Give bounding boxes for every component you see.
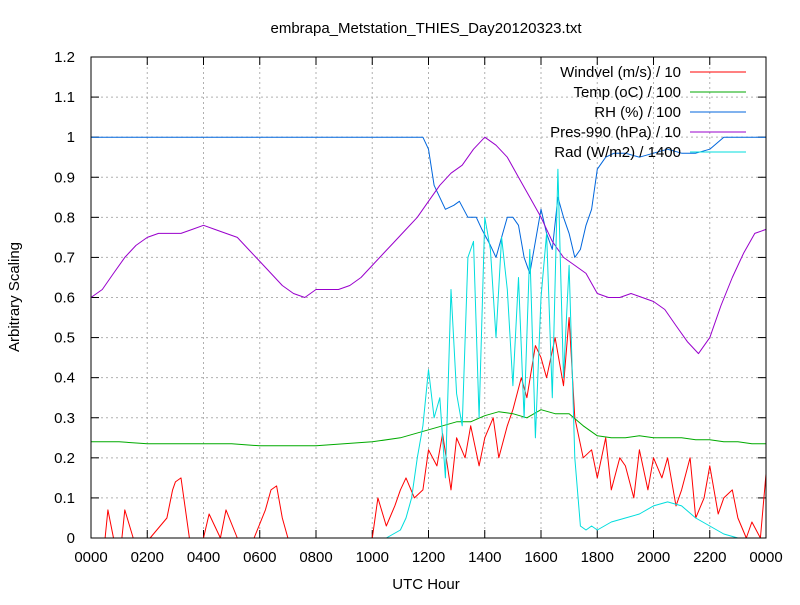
x-tick-label: 1400 bbox=[468, 549, 501, 566]
y-tick-label: 0 bbox=[67, 530, 75, 547]
y-tick-label: 0.5 bbox=[54, 330, 75, 347]
x-tick-label: 0800 bbox=[299, 549, 332, 566]
series-line bbox=[91, 409, 766, 447]
axis-ticks: 0 0.1 0.2 0.3 0.4 0.5 0.6 0.7 0.8 0.9 1 1.1 1.2 0000 0… bbox=[54, 49, 783, 566]
series-line bbox=[90, 136, 767, 355]
x-tick-label: 0400 bbox=[187, 549, 220, 566]
legend-label: Pres-990 (hPa) / 10 bbox=[550, 124, 681, 141]
legend-label: Rad (W/m2) / 1400 bbox=[554, 144, 681, 161]
x-tick-label: 0200 bbox=[131, 549, 164, 566]
y-tick-label: 0.1 bbox=[54, 490, 75, 507]
series-line bbox=[91, 168, 766, 539]
chart-title: embrapa_Metstation_THIES_Day20120323.txt bbox=[270, 20, 582, 37]
x-tick-label: 1000 bbox=[356, 549, 389, 566]
x-tick-label: 0000 bbox=[74, 549, 107, 566]
legend: Windvel (m/s) / 10 Temp (oC) / 100 RH (%) … bbox=[550, 64, 746, 161]
y-tick-label: 0.3 bbox=[54, 410, 75, 427]
y-tick-label: 1.2 bbox=[54, 49, 75, 66]
x-tick-label: 0600 bbox=[243, 549, 276, 566]
y-tick-label: 0.8 bbox=[54, 209, 75, 226]
x-axis-label: UTC Hour bbox=[392, 576, 460, 593]
y-tick-label: 0.4 bbox=[54, 370, 75, 387]
plot-frame bbox=[90, 56, 767, 539]
y-tick-label: 0.7 bbox=[54, 249, 75, 266]
y-tick-label: 0.2 bbox=[54, 450, 75, 467]
y-tick-label: 0.9 bbox=[54, 169, 75, 186]
y-tick-label: 0.6 bbox=[54, 290, 75, 307]
legend-label: Temp (oC) / 100 bbox=[573, 84, 681, 101]
y-axis-label: Arbitrary Scaling bbox=[6, 242, 23, 352]
x-tick-label: 2000 bbox=[637, 549, 670, 566]
y-tick-label: 1 bbox=[67, 129, 75, 146]
x-tick-label: 0000 bbox=[749, 549, 782, 566]
legend-label: Windvel (m/s) / 10 bbox=[560, 64, 681, 81]
y-tick-label: 1.1 bbox=[54, 89, 75, 106]
legend-label: RH (%) / 100 bbox=[594, 104, 681, 121]
x-tick-label: 2200 bbox=[693, 549, 726, 566]
x-tick-label: 1600 bbox=[524, 549, 557, 566]
x-tick-label: 1200 bbox=[412, 549, 445, 566]
x-tick-label: 1800 bbox=[581, 549, 614, 566]
series-line bbox=[91, 136, 766, 274]
